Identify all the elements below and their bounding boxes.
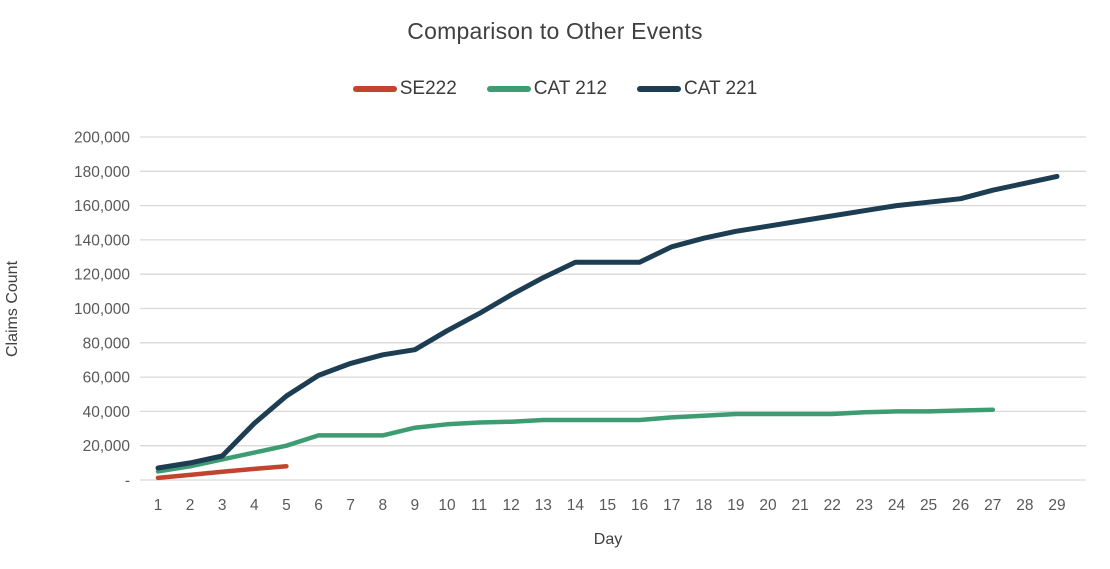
legend-item-cat-212: CAT 212 xyxy=(486,78,608,100)
y-tick-label: 80,000 xyxy=(83,335,131,352)
y-tick-label: 160,000 xyxy=(74,198,130,215)
x-tick-label: 27 xyxy=(984,497,1001,514)
x-tick-label: 16 xyxy=(631,497,648,514)
legend-swatch-icon xyxy=(352,86,397,92)
x-tick-label: 14 xyxy=(567,497,585,514)
x-tick-label: 6 xyxy=(314,497,323,514)
x-tick-label: 12 xyxy=(503,497,520,514)
x-tick-label: 15 xyxy=(599,497,616,514)
legend-item-cat-221: CAT 221 xyxy=(637,78,757,100)
x-tick-label: 21 xyxy=(792,497,809,514)
legend-label: CAT 221 xyxy=(684,78,758,99)
y-tick-label: 180,000 xyxy=(74,164,130,181)
y-tick-label: - xyxy=(125,473,130,490)
y-axis-title: Claims Count xyxy=(4,260,21,358)
y-tick-label: 100,000 xyxy=(74,301,130,318)
x-tick-label: 22 xyxy=(824,497,841,514)
y-tick-label: 200,000 xyxy=(74,130,130,147)
y-tick-label: 40,000 xyxy=(83,404,131,421)
legend-swatch-icon xyxy=(637,86,682,92)
series-line-se222 xyxy=(155,464,289,481)
x-tick-label: 5 xyxy=(282,497,291,514)
x-tick-label: 3 xyxy=(218,497,227,514)
x-tick-label: 26 xyxy=(952,497,969,514)
y-tick-label: 20,000 xyxy=(83,438,131,455)
legend-label: SE222 xyxy=(399,78,457,99)
y-tick-label: 140,000 xyxy=(74,232,130,249)
x-tick-label: 2 xyxy=(186,497,195,514)
x-tick-label: 20 xyxy=(759,497,777,514)
x-tick-label: 4 xyxy=(250,497,259,514)
x-tick-label: 8 xyxy=(378,497,387,514)
x-tick-label: 19 xyxy=(727,497,744,514)
x-tick-label: 17 xyxy=(663,497,680,514)
legend-swatch-icon xyxy=(486,86,531,92)
x-tick-label: 18 xyxy=(695,497,712,514)
y-tick-label: 120,000 xyxy=(74,267,130,284)
x-tick-label: 7 xyxy=(346,497,355,514)
x-tick-label: 24 xyxy=(888,497,906,514)
x-tick-label: 9 xyxy=(411,497,420,514)
x-tick-label: 1 xyxy=(154,497,163,514)
x-tick-label: 23 xyxy=(856,497,873,514)
x-axis-title: Day xyxy=(593,531,623,548)
x-tick-label: 11 xyxy=(471,497,487,514)
x-tick-label: 25 xyxy=(920,497,937,514)
chart-title: Comparison to Other Events xyxy=(407,18,703,44)
series-line-cat-212 xyxy=(155,407,996,474)
x-tick-label: 29 xyxy=(1048,497,1065,514)
x-tick-label: 10 xyxy=(438,497,456,514)
legend-label: CAT 212 xyxy=(533,78,608,99)
x-tick-label: 28 xyxy=(1016,497,1033,514)
y-tick-label: 60,000 xyxy=(83,370,131,387)
chart-legend: SE222 CAT 212 CAT 221 xyxy=(0,78,1110,100)
series-line-cat-221 xyxy=(155,173,1060,471)
x-tick-label: 13 xyxy=(535,497,552,514)
legend-item-se222: SE222 xyxy=(352,78,457,100)
